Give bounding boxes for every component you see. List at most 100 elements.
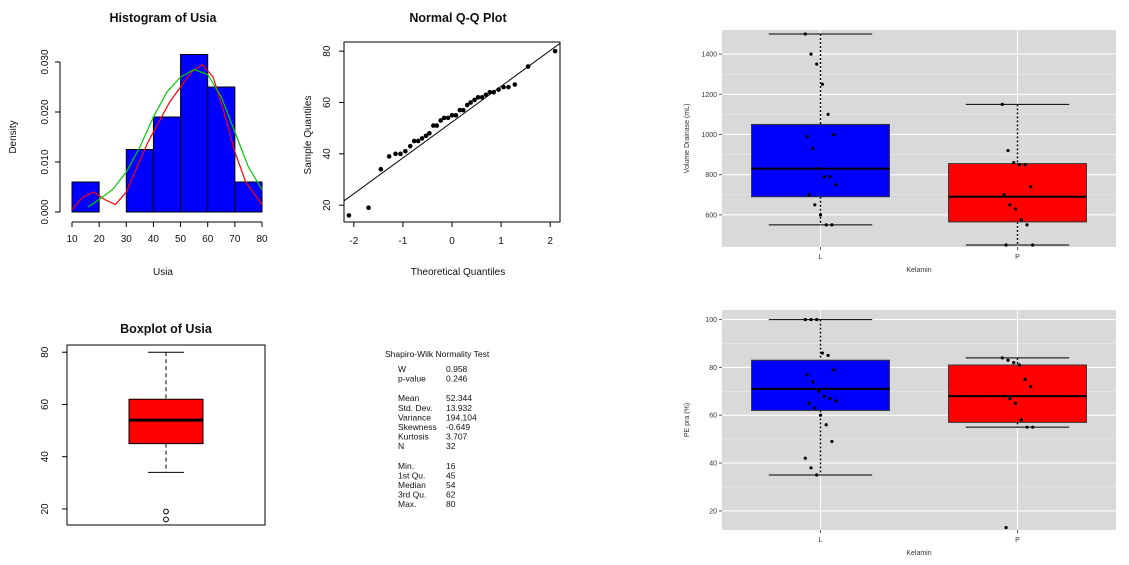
x-tick-label: 0 (449, 236, 455, 247)
stat-value: -0.649 (446, 422, 470, 432)
qq-point (438, 118, 444, 123)
x-tick-label: 2 (547, 236, 553, 247)
stat-label: Variance (398, 412, 431, 422)
x-axis-label: Kelamin (906, 550, 931, 557)
jitter-point (809, 466, 813, 470)
y-tick-label: 1200 (701, 92, 717, 99)
jitter-point (1019, 418, 1023, 422)
jitter-point (1008, 203, 1012, 207)
y-tick-label: 80 (40, 346, 51, 358)
histogram-bar (152, 116, 182, 213)
qq-point (475, 95, 481, 100)
y-tick-label: 0.010 (40, 149, 51, 174)
qq-point (453, 113, 459, 118)
qq-point (468, 100, 473, 105)
qq-point (479, 95, 485, 100)
outlier-point (163, 508, 169, 515)
y-tick-label: 40 (322, 148, 333, 160)
jitter-point (1025, 425, 1029, 429)
qq-point (472, 97, 477, 103)
jitter-point (830, 439, 834, 444)
x-tick-label: P (1015, 254, 1020, 261)
y-tick-label: 100 (705, 317, 717, 324)
jitter-point (818, 213, 823, 217)
x-tick-label: 1 (498, 236, 504, 247)
jitter-point (1002, 193, 1006, 197)
jitter-point (1000, 102, 1004, 106)
qq-point (441, 115, 447, 121)
histogram-bar (125, 149, 154, 213)
iqr-box (751, 123, 890, 198)
stat-value: 0.958 (446, 364, 468, 374)
histogram-bar (207, 86, 236, 213)
jitter-point (1023, 163, 1027, 167)
qq-point (445, 115, 451, 121)
jitter-point (1014, 401, 1018, 405)
jitter-point (1017, 363, 1022, 367)
iqr-box (751, 359, 890, 411)
y-tick-label: 1000 (701, 132, 717, 139)
stat-label: Median (398, 480, 426, 490)
jitter-point (811, 146, 815, 151)
volume-drainase-panel: 600 800 1000 1200 1400 L P Kelamin Volume Draina… (684, 30, 1116, 274)
x-tick-label: 70 (229, 234, 241, 245)
qq-point (431, 123, 436, 128)
x-tick-label: -2 (349, 236, 358, 247)
jitter-point (1006, 358, 1010, 362)
stat-label: W (398, 364, 406, 374)
jitter-point (834, 399, 838, 403)
y-axis-label: Volume Drainase (mL) (684, 104, 691, 174)
qq-point (423, 133, 429, 139)
jitter-point (809, 52, 813, 56)
stats-title: Shapiro-Wilk Normality Test (385, 349, 490, 359)
stat-label: Std. Dev. (398, 403, 432, 413)
histogram-panel: Histogram of Usia 10 20 30 40 50 60 70 80 Usia 0.0… (8, 11, 268, 278)
density-curve (87, 68, 263, 208)
y-tick-label: 0.030 (40, 49, 51, 74)
qq-point (491, 89, 497, 95)
y-tick-label: 20 (40, 503, 51, 515)
x-axis-label: Usia (153, 267, 173, 278)
qq-point (415, 138, 421, 144)
jitter-point (834, 183, 838, 187)
y-tick-label: 80 (709, 365, 717, 372)
iqr-box (948, 163, 1087, 223)
qq-plot-panel: Normal Q-Q Plot -2 -1 0 1 2 Theoretical Quanti… (303, 11, 561, 278)
jitter-point (803, 317, 807, 322)
x-tick-label: -1 (398, 236, 407, 247)
jitter-point (1025, 223, 1029, 227)
y-tick-label: 60 (709, 413, 717, 420)
jitter-point (826, 112, 830, 116)
jitter-point (1019, 218, 1023, 222)
x-tick-label: P (1015, 537, 1020, 544)
iqr-box (948, 364, 1087, 423)
x-axis-label: Theoretical Quantiles (411, 267, 506, 278)
jitter-point (830, 223, 834, 227)
jitter-point (832, 132, 836, 137)
qq-point (501, 84, 506, 90)
stat-label: Kurtosis (398, 432, 429, 442)
x-tick-label: L (819, 254, 823, 261)
stats-table: Shapiro-Wilk Normality Test W 0.958 p-value… (385, 349, 490, 509)
stat-label: Skewness (398, 422, 437, 432)
qq-point (457, 107, 463, 113)
jitter-point (807, 401, 811, 405)
qq-point (552, 48, 558, 54)
x-tick-label: 30 (121, 234, 133, 245)
qq-point (487, 89, 493, 95)
stat-value: 13.932 (446, 403, 472, 413)
chart-title: Histogram of Usia (110, 11, 218, 25)
jitter-point (1029, 185, 1033, 189)
jitter-point (820, 82, 825, 86)
stat-label: Min. (398, 461, 414, 471)
stat-value: 0.246 (446, 374, 468, 384)
jitter-point (820, 351, 825, 355)
histogram-bar (71, 181, 100, 213)
y-axis-label: Density (8, 120, 19, 153)
qq-point (434, 123, 440, 128)
jitter-point (828, 175, 832, 179)
jitter-point (1002, 394, 1006, 398)
jitter-point (1000, 356, 1004, 360)
jitter-point (1017, 163, 1022, 167)
jitter-point (1012, 361, 1016, 365)
